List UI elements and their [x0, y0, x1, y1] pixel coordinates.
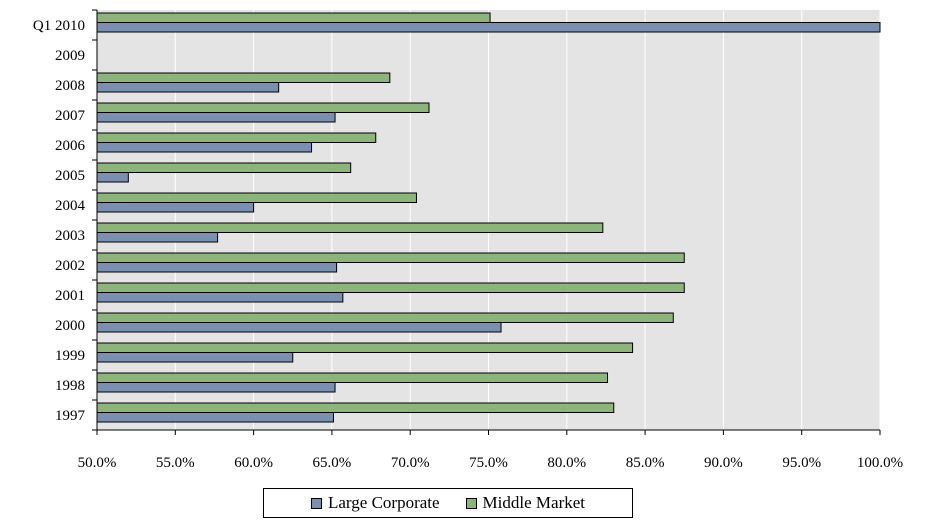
bar-middle-market-2004	[96, 192, 417, 203]
y-tick-label-2005: 2005	[55, 168, 85, 184]
bar-middle-market-2003	[96, 222, 604, 233]
bar-large-corporate-1998	[96, 382, 336, 393]
x-tick-label-70: 70.0%	[391, 455, 430, 471]
y-tick-label-2002: 2002	[55, 258, 85, 274]
bar-large-corporate-2001	[96, 292, 344, 303]
bar-large-corporate-2006	[96, 142, 313, 153]
bar-large-corporate-2003	[96, 232, 219, 243]
y-tick-label-q1-2010: Q1 2010	[33, 18, 85, 34]
bar-middle-market-2007	[96, 102, 430, 113]
y-tick-label-2003: 2003	[55, 228, 85, 244]
y-tick-label-2009: 2009	[55, 48, 85, 64]
legend-swatch-middle-market	[465, 497, 477, 509]
bar-large-corporate-2005	[96, 172, 129, 183]
bar-middle-market-2005	[96, 162, 352, 173]
y-tick-label-2001: 2001	[55, 288, 85, 304]
bar-middle-market-2000	[96, 312, 674, 323]
bar-middle-market-1999	[96, 342, 634, 353]
x-tick-label-65: 65.0%	[313, 455, 352, 471]
y-tick-label-1998: 1998	[55, 378, 85, 394]
y-axis: Q1 2010 2009 2008 2007 2006 2005 2004 2003 2002 2…	[33, 9, 98, 431]
legend-item-large-corporate: Large Corporate	[310, 493, 440, 513]
y-tick-label-1997: 1997	[55, 408, 86, 424]
bars	[96, 12, 881, 423]
bar-large-corporate-1997	[96, 412, 334, 423]
legend-label-middle-market: Middle Market	[482, 493, 585, 512]
bar-middle-market-2002	[96, 252, 685, 263]
x-tick-label-60: 60.0%	[234, 455, 273, 471]
bar-large-corporate-1999	[96, 352, 294, 363]
bar-middle-market-2006	[96, 132, 377, 143]
bar-large-corporate-2007	[96, 112, 336, 123]
y-tick-label-1999: 1999	[55, 348, 85, 364]
x-tick-label-80: 80.0%	[547, 455, 586, 471]
bar-middle-market-q1-2010	[96, 12, 491, 23]
x-axis: 50.0% 55.0% 60.0% 65.0% 70.0% 75.0% 80.0% 85.0%…	[78, 429, 903, 471]
y-tick-label-2008: 2008	[55, 78, 85, 94]
bar-middle-market-2008	[96, 72, 391, 83]
y-tick-label-2006: 2006	[55, 138, 86, 154]
bar-large-corporate-q1-2010	[96, 22, 881, 33]
x-tick-label-75: 75.0%	[469, 455, 508, 471]
y-tick-label-2004: 2004	[55, 198, 86, 214]
x-tick-label-85: 85.0%	[626, 455, 665, 471]
legend-label-large-corporate: Large Corporate	[327, 493, 440, 512]
x-tick-label-55: 55.0%	[156, 455, 195, 471]
x-tick-label-100: 100.0%	[857, 455, 903, 471]
x-tick-label-90: 90.0%	[704, 455, 743, 471]
y-tick-label-2007: 2007	[55, 108, 86, 124]
bar-middle-market-1997	[96, 402, 615, 413]
legend-swatch-large-corporate	[310, 497, 322, 509]
bar-middle-market-2001	[96, 282, 685, 293]
bar-large-corporate-2002	[96, 262, 338, 273]
legend-item-middle-market: Middle Market	[465, 493, 585, 513]
bar-large-corporate-2000	[96, 322, 502, 333]
bar-large-corporate-2004	[96, 202, 255, 213]
legend: Large Corporate Middle Market	[263, 488, 633, 518]
bar-middle-market-1998	[96, 372, 609, 383]
y-tick-label-2000: 2000	[55, 318, 85, 334]
x-tick-label-95: 95.0%	[782, 455, 821, 471]
bar-chart: Q1 2010 2009 2008 2007 2006 2005 2004 2003 2002 2…	[33, 9, 903, 471]
bar-large-corporate-2008	[96, 82, 280, 93]
x-tick-label-50: 50.0%	[78, 455, 117, 471]
